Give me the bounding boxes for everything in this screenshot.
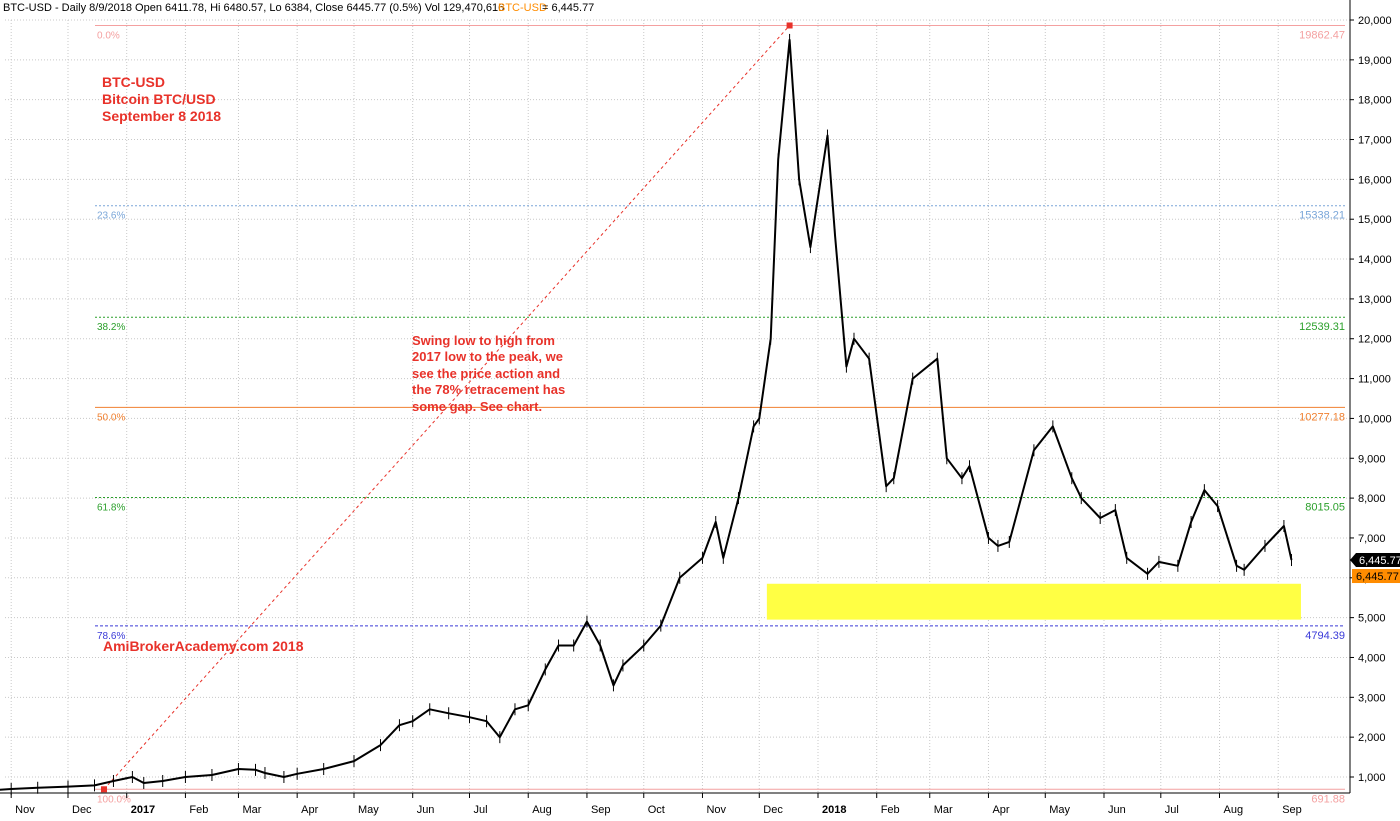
y-tick-label: 10,000 xyxy=(1358,413,1392,425)
x-tick-label: Jun xyxy=(417,804,435,816)
swing-line-layer xyxy=(100,22,793,793)
x-tick-label: Apr xyxy=(992,804,1009,816)
swing-end-marker xyxy=(786,22,793,29)
note-line-5: some gap. See chart. xyxy=(412,399,542,414)
title-line-name: Bitcoin BTC/USD xyxy=(102,91,216,107)
last-close-markers: 6,445.77 6,445.77 xyxy=(1350,553,1400,584)
watermark: AmiBrokerAcademy.com 2018 xyxy=(103,638,304,654)
x-tick-label: May xyxy=(358,804,379,816)
y-tick-label: 9,000 xyxy=(1358,453,1386,465)
fib-value-4: 8015.05 xyxy=(1305,502,1345,514)
y-tick-label: 13,000 xyxy=(1358,294,1392,306)
support-zone xyxy=(766,583,1301,620)
title-line-ticker: BTC-USD xyxy=(102,74,165,90)
y-tick-label: 17,000 xyxy=(1358,135,1392,147)
y-tick-label: 8,000 xyxy=(1358,493,1386,505)
header-summary: BTC-USD - Daily 8/9/2018 Open 6411.78, H… xyxy=(3,2,504,14)
fib-value-1: 15338.21 xyxy=(1299,210,1345,222)
fib-value-3: 10277.18 xyxy=(1299,411,1345,423)
last-close-alt-box xyxy=(1352,569,1400,584)
header-series-label: BTC-USD xyxy=(498,2,547,14)
fib-value-2: 12539.31 xyxy=(1299,321,1345,333)
note-line-1: Swing low to high from xyxy=(412,333,555,348)
fib-label-4: 61.8% xyxy=(97,503,125,514)
last-close-alt-label: 6,445.77 xyxy=(1356,571,1399,583)
x-tick-label: Dec xyxy=(72,804,92,816)
y-tick-label: 11,000 xyxy=(1358,374,1391,386)
y-tick-label: 5,000 xyxy=(1358,613,1386,625)
x-tick-label: Feb xyxy=(189,804,208,816)
fib-value-6: 691.88 xyxy=(1311,793,1345,805)
y-tick-label: 7,000 xyxy=(1358,533,1386,545)
note-line-3: see the price action and xyxy=(412,366,560,381)
note-annotation: Swing low to high from 2017 low to the p… xyxy=(412,333,565,414)
y-axis-labels: 1,0002,0003,0004,0005,0006,0007,0008,000… xyxy=(1358,15,1392,784)
y-tick-label: 3,000 xyxy=(1358,692,1386,704)
x-tick-label: 2018 xyxy=(822,804,846,816)
fib-label-2: 38.2% xyxy=(97,322,125,333)
x-tick-label: Nov xyxy=(706,804,726,816)
x-tick-label: Oct xyxy=(648,804,665,816)
x-tick-label: May xyxy=(1049,804,1070,816)
price-line xyxy=(0,38,1293,791)
fib-value-5: 4794.39 xyxy=(1305,630,1345,642)
fib-label-6: 100.0% xyxy=(97,794,131,805)
x-tick-label: Dec xyxy=(763,804,783,816)
x-axis-labels: Nov Dec 2017 Feb Mar Apr May Jun Jul Aug Sep Oct Nov… xyxy=(15,804,1302,816)
title-line-date: September 8 2018 xyxy=(102,108,221,124)
y-tick-label: 15,000 xyxy=(1358,214,1392,226)
y-tick-label: 19,000 xyxy=(1358,55,1392,67)
axes xyxy=(0,0,1354,798)
header-series-value: = 6,445.77 xyxy=(542,2,594,14)
x-tick-label: 2017 xyxy=(131,804,155,816)
fib-label-0: 0.0% xyxy=(97,30,120,41)
x-tick-label: Aug xyxy=(532,804,552,816)
note-line-2: 2017 low to the peak, we xyxy=(412,349,563,364)
last-close-label: 6,445.77 xyxy=(1359,555,1400,567)
x-tick-label: Sep xyxy=(1282,804,1302,816)
price-series xyxy=(0,33,1293,795)
y-tick-label: 1,000 xyxy=(1358,772,1386,784)
note-line-4: the 78% retracement has xyxy=(412,382,565,397)
support-zone-layer xyxy=(766,583,1301,620)
last-close-box xyxy=(1350,553,1400,568)
fib-label-5: 78.6% xyxy=(97,631,125,642)
gridlines xyxy=(5,19,1350,793)
x-tick-label: Apr xyxy=(301,804,318,816)
x-tick-label: Feb xyxy=(881,804,900,816)
x-tick-label: Mar xyxy=(242,804,261,816)
fib-value-0: 19862.47 xyxy=(1299,29,1345,41)
x-tick-label: Jul xyxy=(1165,804,1179,816)
fib-label-1: 23.6% xyxy=(97,211,125,222)
x-tick-label: Nov xyxy=(15,804,35,816)
fibonacci-levels: 0.0% 19862.47 23.6% 15338.21 38.2% 12539.31 50… xyxy=(95,24,1345,805)
y-tick-label: 16,000 xyxy=(1358,174,1392,186)
title-annotation: BTC-USD Bitcoin BTC/USD September 8 2018 xyxy=(102,74,221,124)
y-tick-label: 14,000 xyxy=(1358,254,1392,266)
x-tick-label: Jul xyxy=(474,804,488,816)
y-tick-label: 4,000 xyxy=(1358,652,1386,664)
header-bar: BTC-USD - Daily 8/9/2018 Open 6411.78, H… xyxy=(3,2,594,14)
y-tick-label: 18,000 xyxy=(1358,95,1392,107)
x-tick-label: Sep xyxy=(591,804,611,816)
x-tick-label: Mar xyxy=(934,804,953,816)
x-tick-label: Jun xyxy=(1108,804,1126,816)
y-tick-label: 12,000 xyxy=(1358,334,1392,346)
x-tick-label: Aug xyxy=(1224,804,1244,816)
fib-label-3: 50.0% xyxy=(97,412,125,423)
swing-start-marker xyxy=(100,786,107,793)
y-tick-label: 20,000 xyxy=(1358,15,1392,27)
y-tick-label: 2,000 xyxy=(1358,732,1386,744)
